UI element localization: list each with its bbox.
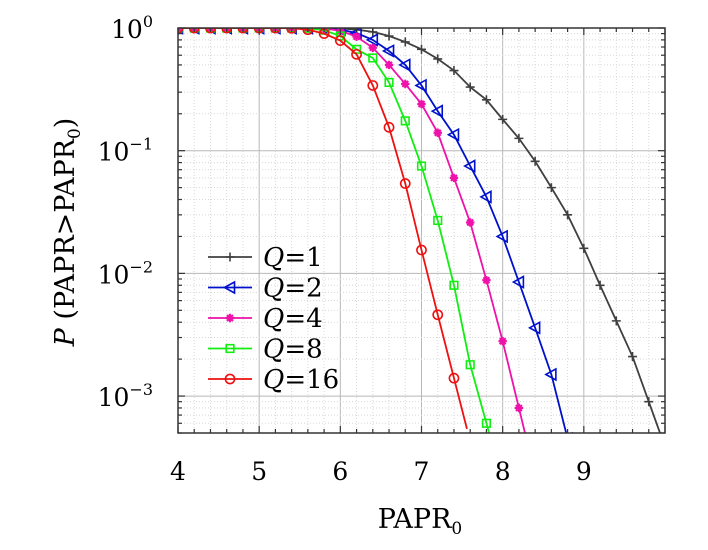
data-point <box>368 43 377 52</box>
y-tick-label: 10−1 <box>98 135 153 167</box>
legend-swatch-marker <box>225 343 235 354</box>
tick-marks <box>177 27 666 434</box>
x-tick-label: 6 <box>332 457 348 486</box>
data-point <box>384 60 394 70</box>
data-point <box>466 218 475 227</box>
legend-swatch-marker <box>225 252 235 262</box>
data-point <box>365 33 379 47</box>
data-point <box>481 418 492 428</box>
data-point <box>270 28 281 34</box>
data-point <box>399 178 411 189</box>
x-tick-label: 4 <box>170 457 186 486</box>
data-point <box>498 114 508 124</box>
data-point <box>479 190 492 204</box>
y-tick-label: 100 <box>111 12 153 44</box>
legend-swatch-marker <box>224 373 236 385</box>
data-point <box>530 156 540 166</box>
data-point <box>446 127 460 142</box>
legend-label: Q=2 <box>263 274 323 304</box>
data-point <box>383 121 395 133</box>
data-point <box>514 403 524 413</box>
legend-item: Q=1 <box>208 243 323 273</box>
data-point <box>465 360 475 370</box>
data-point <box>430 104 444 119</box>
data-point <box>414 78 427 93</box>
legend-label: Q=16 <box>263 365 339 395</box>
data-point <box>302 28 314 36</box>
data-point <box>644 397 654 407</box>
data-point <box>595 280 605 290</box>
x-tick-label: 7 <box>414 457 430 486</box>
data-point <box>544 367 557 382</box>
data-point <box>433 215 443 226</box>
data-point <box>351 48 362 60</box>
x-axis-label: PAPR0 <box>378 504 463 539</box>
data-point <box>398 58 411 72</box>
data-point <box>481 95 491 105</box>
legend-item: Q=8 <box>208 335 323 365</box>
legend-swatch-marker <box>225 313 235 323</box>
data-point <box>495 229 508 244</box>
data-point <box>417 44 426 54</box>
tick-labels: 4 5 6 7 8 9 100 10−1 10−2 10−3 <box>98 12 592 486</box>
data-point <box>570 431 573 433</box>
data-point <box>514 133 524 143</box>
data-point <box>511 275 525 289</box>
data-point <box>400 37 410 47</box>
data-point <box>351 44 362 54</box>
legend: Q=1Q=2Q=4Q=8Q=16 <box>208 243 339 395</box>
legend-label: Q=4 <box>263 304 323 334</box>
data-point <box>433 54 443 64</box>
legend-item: Q=16 <box>208 365 339 395</box>
series-line <box>178 28 568 433</box>
x-tick-label: 9 <box>576 457 592 486</box>
data-point <box>400 116 410 126</box>
series-line <box>178 28 468 430</box>
data-point <box>352 32 361 41</box>
data-point <box>579 243 589 253</box>
data-point <box>416 244 427 256</box>
data-point <box>527 320 541 335</box>
data-point <box>433 128 442 137</box>
legend-item: Q=4 <box>208 304 323 334</box>
data-point <box>237 28 249 34</box>
data-point <box>449 173 459 183</box>
data-point <box>381 44 395 58</box>
data-point <box>384 31 394 41</box>
series-3 <box>178 28 526 433</box>
data-point <box>334 35 346 46</box>
legend-label: Q=8 <box>263 335 323 365</box>
data-point <box>463 159 476 173</box>
data-point <box>482 275 491 285</box>
y-tick-label: 10−3 <box>98 380 153 412</box>
data-point <box>401 79 410 89</box>
data-point <box>449 66 459 76</box>
data-point <box>221 28 233 34</box>
legend-label: Q=1 <box>263 243 323 273</box>
data-point <box>563 210 573 220</box>
x-tick-label: 5 <box>251 457 267 486</box>
data-point <box>368 53 378 63</box>
data-point <box>432 309 444 321</box>
y-axis-label: P (PAPR>PAPR0) <box>50 118 85 348</box>
data-point <box>498 337 507 346</box>
data-point <box>367 80 379 91</box>
data-point <box>449 280 459 290</box>
legend-swatch-marker <box>222 280 236 295</box>
data-point <box>417 99 426 109</box>
data-point <box>546 183 556 193</box>
data-point <box>205 28 216 34</box>
data-point <box>465 82 475 92</box>
y-tick-label: 10−2 <box>98 257 153 289</box>
legend-item: Q=2 <box>208 274 323 304</box>
data-point <box>448 372 460 384</box>
data-point <box>416 161 427 171</box>
data-point <box>384 77 394 88</box>
grid <box>177 27 666 434</box>
x-tick-label: 8 <box>495 457 511 486</box>
data-point <box>611 316 621 326</box>
data-point <box>628 352 638 362</box>
data-point <box>188 28 200 34</box>
